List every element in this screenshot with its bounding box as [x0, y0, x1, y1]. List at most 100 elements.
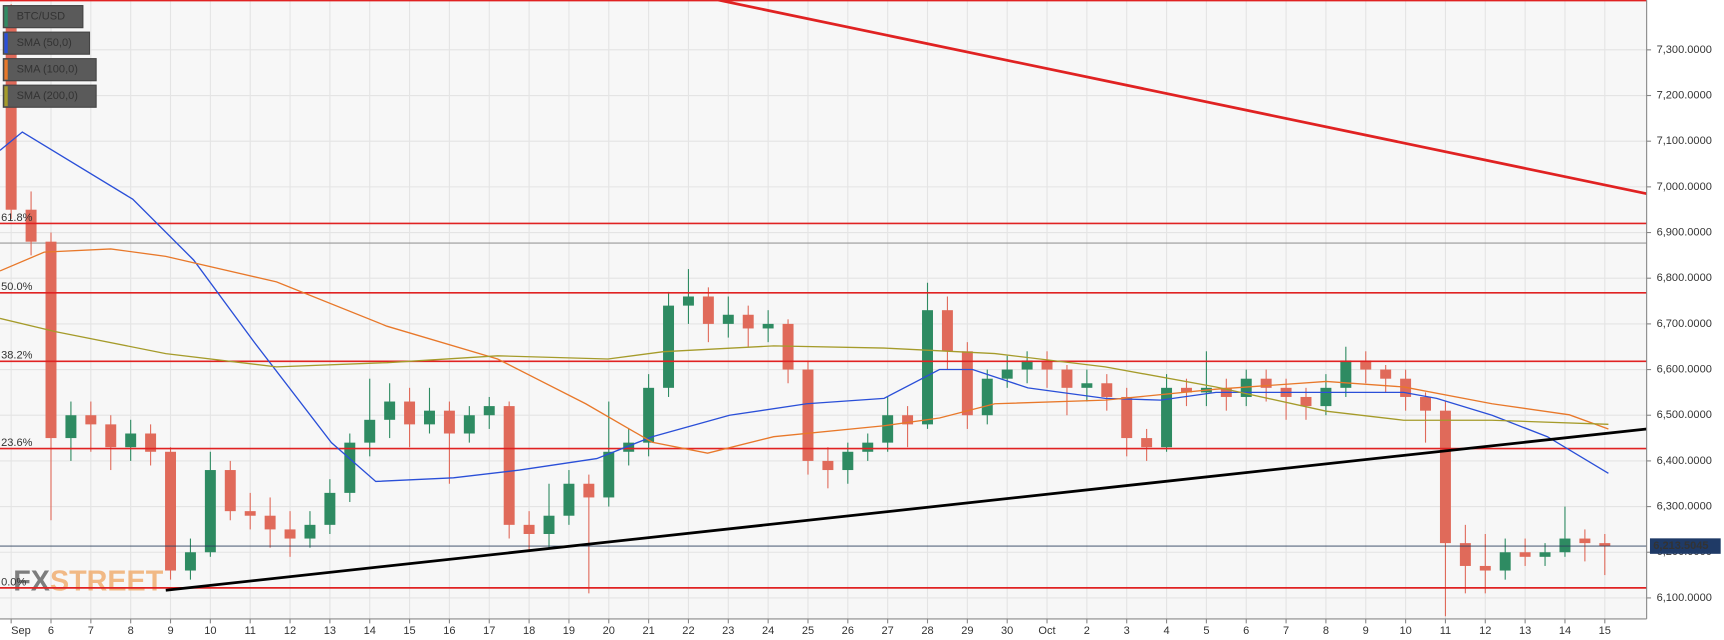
candle-body: [583, 483, 595, 498]
candle-body: [463, 415, 475, 434]
candle-body: [961, 351, 973, 416]
candle-body: [1340, 360, 1352, 388]
candle-body: [762, 323, 774, 329]
candle-body: [404, 401, 416, 425]
legend-label: SMA (100,0): [17, 64, 78, 76]
candle-body: [85, 415, 97, 425]
candle-body: [862, 442, 874, 452]
x-tick-label: 24: [762, 625, 774, 637]
candle-body: [244, 511, 256, 516]
watermark-fx: FX: [13, 565, 50, 597]
x-tick-label: 12: [1479, 625, 1491, 637]
sma-line: [0, 317, 1609, 425]
candle-body: [184, 552, 196, 571]
x-tick-label: 6: [48, 625, 54, 637]
legend-swatch: [4, 59, 8, 80]
candle-body: [722, 314, 734, 324]
candle-body: [125, 433, 137, 448]
candle-body: [1081, 383, 1093, 388]
candle-body: [204, 470, 216, 553]
y-tick-label: 7,000.0000: [1657, 181, 1712, 193]
candle-body: [284, 529, 296, 539]
candle-body: [1539, 552, 1551, 557]
candle-body: [1439, 410, 1451, 544]
candle-body: [1599, 543, 1611, 547]
x-tick-label: 10: [1399, 625, 1411, 637]
x-tick-label: 17: [483, 625, 495, 637]
x-tick-label: 12: [284, 625, 296, 637]
x-tick-label: 23: [722, 625, 734, 637]
candle-body: [1180, 387, 1192, 393]
y-tick-label: 6,100.0000: [1657, 592, 1712, 604]
candle-body: [344, 442, 356, 493]
candle-body: [1320, 387, 1332, 407]
candle-body: [1519, 552, 1531, 557]
sma-line: [0, 131, 1609, 483]
y-tick-label: 6,700.0000: [1657, 318, 1712, 330]
candle-body: [1061, 369, 1073, 388]
candle-body: [902, 415, 914, 425]
marks: [5, 4, 1611, 617]
candle-body: [1101, 383, 1113, 397]
x-tick-label: 30: [1001, 625, 1013, 637]
x-tick-label: 9: [1363, 625, 1369, 637]
candle-body: [842, 451, 854, 471]
candle-body: [603, 451, 615, 498]
x-tick-label: 14: [1559, 625, 1571, 637]
candle-body: [1121, 396, 1133, 439]
trend-line: [718, 0, 1647, 196]
x-tick-label: Sep: [11, 625, 31, 637]
y-tick-label: 6,600.0000: [1657, 363, 1712, 375]
candle-body: [1459, 543, 1471, 566]
candle-body: [1380, 369, 1392, 379]
legend-box: [2, 31, 91, 55]
x-tick-label: 14: [364, 625, 376, 637]
candle-body: [1559, 538, 1571, 553]
candle-body: [802, 369, 814, 461]
legend-label: BTC/USD: [17, 11, 66, 23]
candle-body: [922, 310, 933, 425]
candle-body: [1479, 565, 1491, 571]
y-tick-label: 6,400.0000: [1657, 455, 1712, 467]
x-tick-label: 27: [882, 625, 894, 637]
y-tick-label: 6,800.0000: [1657, 272, 1712, 284]
watermark-street: STREET: [50, 565, 164, 597]
sma-line: [0, 248, 1609, 454]
candle-body: [1260, 378, 1272, 388]
x-tick-label: 9: [167, 625, 173, 637]
candle-body: [424, 410, 435, 425]
x-tick-label: 28: [921, 625, 933, 637]
candle-body: [563, 483, 575, 516]
legend-label: SMA (50,0): [17, 37, 72, 49]
candle-body: [1499, 552, 1511, 571]
x-tick-label: 26: [842, 625, 854, 637]
candle-body: [1240, 378, 1252, 397]
x-tick-label: 16: [443, 625, 455, 637]
candle-body: [702, 296, 714, 324]
candle-body: [483, 406, 495, 416]
x-tick-label: 13: [1519, 625, 1531, 637]
candle-body: [145, 433, 157, 452]
level-label: 38.2%: [1, 350, 33, 362]
level-label: 23.6%: [1, 437, 33, 449]
candle-body: [742, 314, 754, 329]
level-label: 0.0%: [1, 576, 26, 588]
candle-body: [304, 524, 316, 539]
candle-body: [384, 401, 396, 420]
legend: BTC/USD SMA (50,0) SMA (100,0) SMA (200,0): [2, 5, 97, 108]
x-tick-label: Oct: [1038, 625, 1055, 637]
candle-body: [264, 515, 276, 530]
candle-body: [623, 442, 635, 452]
candle-body: [1141, 438, 1153, 448]
candle-body: [1161, 387, 1173, 448]
overlays: 61.8% 50.0% 38.2% 23.6% 0.0% 6,213.5045: [0, 0, 1721, 592]
y-tick-label: 7,300.0000: [1657, 44, 1712, 56]
x-tick-label: 18: [523, 625, 535, 637]
x-tick-label: 7: [88, 625, 94, 637]
x-tick-label: 8: [128, 625, 134, 637]
candle-body: [1360, 360, 1372, 370]
candle-body: [543, 515, 555, 534]
y-tick-label: 6,900.0000: [1657, 226, 1712, 238]
legend-swatch: [4, 6, 8, 27]
candle-body: [503, 406, 515, 525]
